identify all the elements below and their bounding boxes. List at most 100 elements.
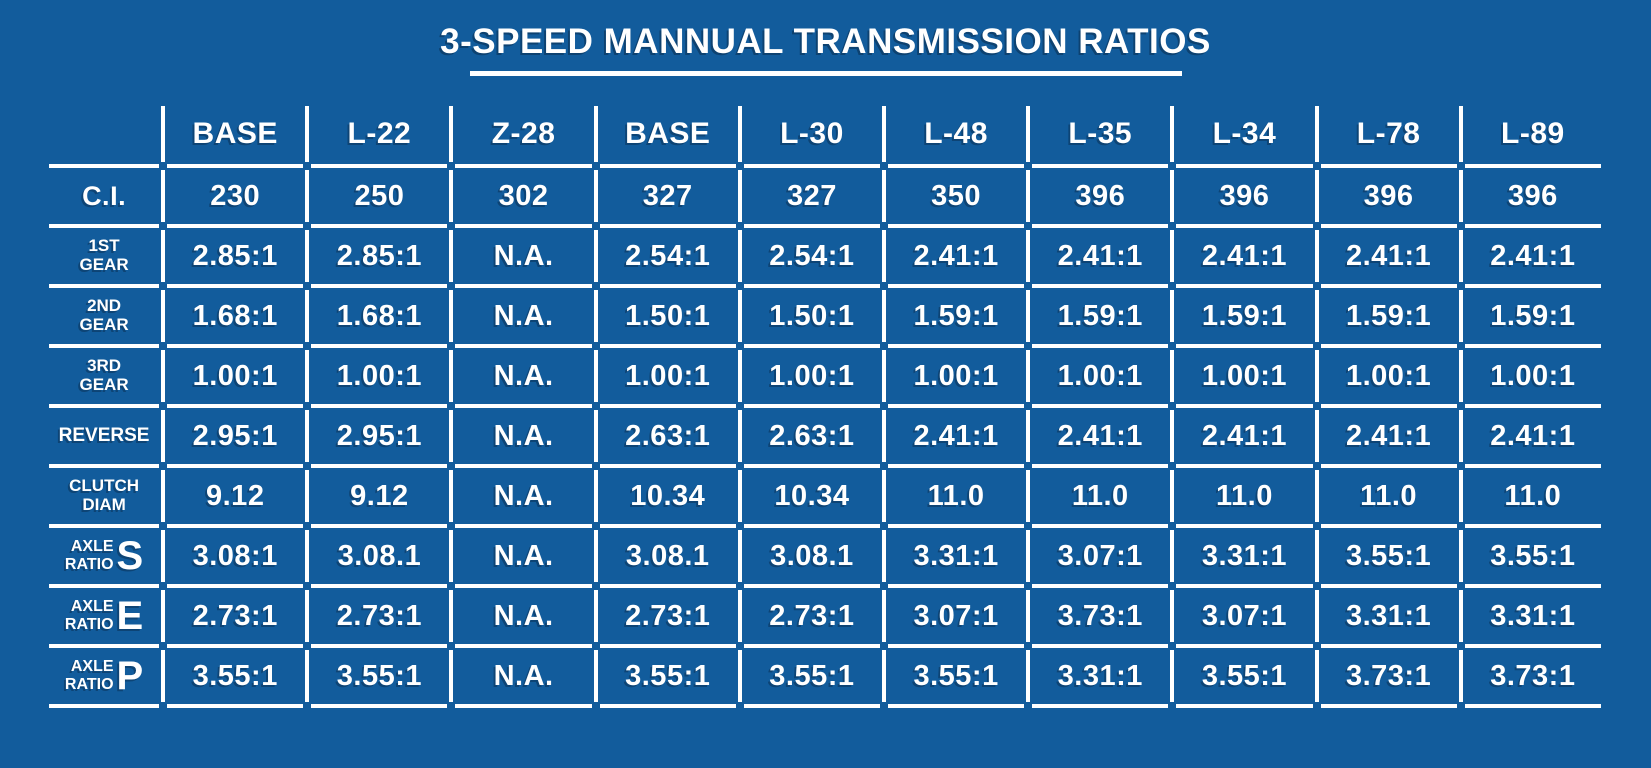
row-label-line: GEAR — [79, 255, 129, 274]
value-cell: 2.41:1 — [1317, 406, 1463, 468]
row-label: AXLE RATIO P — [45, 646, 166, 708]
column-header: L-35 — [1028, 102, 1175, 168]
row-label: 3RD GEAR — [45, 346, 166, 408]
value-cell: 11.0 — [1028, 466, 1175, 528]
value-cell: 10.34 — [596, 466, 743, 528]
value-cell: 1.68:1 — [307, 286, 454, 348]
value-cell: 2.63:1 — [740, 406, 887, 468]
value-cell: 3.31:1 — [1461, 586, 1605, 648]
value-cell: 2.41:1 — [884, 406, 1031, 468]
header-row: BASE L-22 Z-28 BASE L-30 L-48 L-35 L-34 L-78 L-89 — [45, 102, 1605, 168]
value-cell: 2.85:1 — [163, 226, 310, 288]
value-cell: 1.50:1 — [596, 286, 743, 348]
value-cell: 396 — [1028, 166, 1175, 228]
axle-ratio-letter: S — [116, 534, 144, 578]
value-cell: 1.00:1 — [307, 346, 454, 408]
column-header: BASE — [596, 102, 743, 168]
value-cell: 3.07:1 — [884, 586, 1031, 648]
axle-ratio-letter: P — [116, 654, 144, 698]
value-cell: 3.08:1 — [163, 526, 310, 588]
value-cell: 2.73:1 — [163, 586, 310, 648]
row-label-line: AXLE — [70, 598, 114, 616]
value-cell: 1.59:1 — [1028, 286, 1175, 348]
row-label: C.I. — [45, 166, 166, 228]
column-header: L-34 — [1172, 102, 1319, 168]
value-cell: 3.73:1 — [1028, 586, 1175, 648]
row-label-line: RATIO — [64, 616, 114, 633]
value-cell: 1.59:1 — [884, 286, 1031, 348]
value-cell: 2.73:1 — [307, 586, 454, 648]
value-cell: 2.41:1 — [1172, 226, 1319, 288]
column-header: Z-28 — [451, 102, 598, 168]
table-row: AXLE RATIO E 2.73:1 2.73:1 N.A. 2.73:1 2.73:1 3.… — [45, 586, 1605, 648]
value-cell: N.A. — [451, 586, 598, 648]
row-label: CLUTCH DIAM — [45, 466, 166, 528]
column-header: L-30 — [740, 102, 887, 168]
value-cell: 2.41:1 — [1028, 406, 1175, 468]
value-cell: 1.68:1 — [163, 286, 310, 348]
value-cell: 1.59:1 — [1317, 286, 1463, 348]
value-cell: 2.73:1 — [596, 586, 743, 648]
row-label-line: AXLE — [70, 538, 114, 556]
row-label-text: C.I. — [82, 180, 127, 211]
axle-ratio-letter: E — [116, 594, 144, 638]
value-cell: 3.73:1 — [1461, 646, 1605, 708]
row-label-line: GEAR — [79, 315, 129, 334]
value-cell: 2.41:1 — [1461, 406, 1605, 468]
value-cell: 3.73:1 — [1317, 646, 1463, 708]
row-label-text: REVERSE — [58, 425, 150, 446]
value-cell: 1.00:1 — [596, 346, 743, 408]
table-row: CLUTCH DIAM 9.12 9.12 N.A. 10.34 10.34 11.0 11.0… — [45, 466, 1605, 528]
table-row: 3RD GEAR 1.00:1 1.00:1 N.A. 1.00:1 1.00:1 1.00:… — [45, 346, 1605, 408]
value-cell: 302 — [451, 166, 598, 228]
row-label-line: 1ST — [88, 236, 120, 256]
value-cell: 1.00:1 — [740, 346, 887, 408]
column-header: L-78 — [1317, 102, 1463, 168]
value-cell: N.A. — [451, 526, 598, 588]
value-cell: 3.07:1 — [1172, 586, 1319, 648]
table-row: AXLE RATIO P 3.55:1 3.55:1 N.A. 3.55:1 3.55:1 3.… — [45, 646, 1605, 708]
value-cell: 3.31:1 — [1172, 526, 1319, 588]
value-cell: 327 — [740, 166, 887, 228]
row-label-line: AXLE — [70, 658, 114, 676]
value-cell: 230 — [163, 166, 310, 228]
table-row: 1ST GEAR 2.85:1 2.85:1 N.A. 2.54:1 2.54:1 2.41:… — [45, 226, 1605, 288]
row-label: AXLE RATIO S — [45, 526, 166, 588]
value-cell: 3.55:1 — [1172, 646, 1319, 708]
row-label: REVERSE — [45, 406, 166, 468]
value-cell: 11.0 — [1172, 466, 1319, 528]
value-cell: 3.55:1 — [740, 646, 887, 708]
value-cell: 2.63:1 — [596, 406, 743, 468]
value-cell: 2.95:1 — [163, 406, 310, 468]
value-cell: 1.00:1 — [884, 346, 1031, 408]
row-label-lines: AXLE RATIO — [65, 538, 114, 573]
value-cell: 1.59:1 — [1172, 286, 1319, 348]
value-cell: 3.55:1 — [163, 646, 310, 708]
value-cell: 3.55:1 — [307, 646, 454, 708]
value-cell: 3.55:1 — [884, 646, 1031, 708]
row-label-lines: AXLE RATIO — [65, 598, 114, 633]
row-label: 1ST GEAR — [45, 226, 166, 288]
value-cell: 1.00:1 — [1461, 346, 1605, 408]
value-cell: N.A. — [451, 406, 598, 468]
value-cell: 2.73:1 — [740, 586, 887, 648]
value-cell: 2.41:1 — [884, 226, 1031, 288]
value-cell: 1.59:1 — [1461, 286, 1605, 348]
value-cell: 11.0 — [1317, 466, 1463, 528]
value-cell: 3.55:1 — [1317, 526, 1463, 588]
value-cell: 350 — [884, 166, 1031, 228]
value-cell: 327 — [596, 166, 743, 228]
value-cell: 10.34 — [740, 466, 887, 528]
table-row: REVERSE 2.95:1 2.95:1 N.A. 2.63:1 2.63:1 2.41:… — [45, 406, 1605, 468]
column-header: BASE — [163, 102, 310, 168]
value-cell: 1.00:1 — [1317, 346, 1463, 408]
row-label-line: 2ND — [87, 296, 122, 316]
row-label-lines: AXLE RATIO — [65, 658, 114, 693]
table-row: C.I. 230 250 302 327 327 350 396 396 396 396 — [45, 166, 1605, 228]
row-label-line: 3RD — [87, 356, 122, 376]
value-cell: 3.31:1 — [884, 526, 1031, 588]
row-label-line: CLUTCH — [69, 476, 140, 496]
value-cell: 396 — [1317, 166, 1463, 228]
value-cell: 1.00:1 — [1172, 346, 1319, 408]
